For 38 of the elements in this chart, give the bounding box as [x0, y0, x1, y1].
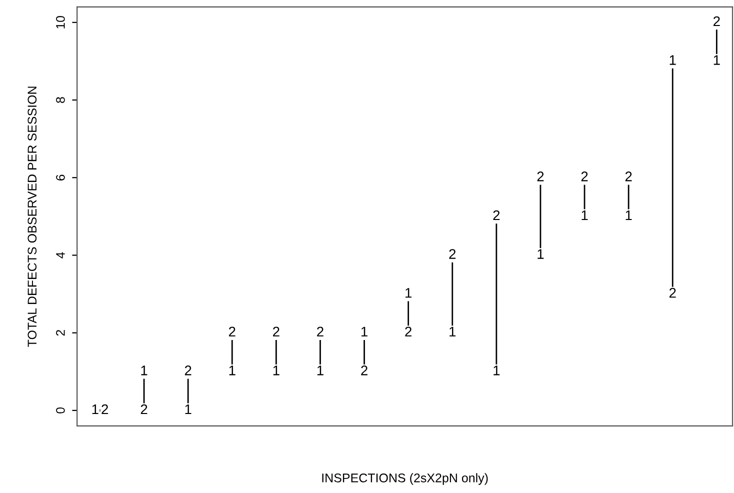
text: 1	[229, 366, 236, 376]
y-tick-label: 0	[56, 407, 65, 414]
series-label: 2	[273, 326, 280, 336]
text: 2	[714, 16, 720, 26]
y-tick-label: 8	[56, 97, 65, 103]
y-tick-label: 6	[56, 174, 65, 180]
text: 2	[184, 366, 192, 376]
text: 1	[317, 366, 324, 376]
text: 2	[625, 172, 632, 182]
series-label: 1	[626, 210, 632, 220]
text: 2	[537, 172, 544, 182]
y-tick-label: 4	[56, 252, 65, 258]
text: 1	[670, 55, 676, 65]
text: 2	[140, 404, 148, 414]
text: 2	[361, 366, 368, 376]
y-axis-title: TOTAL DEFECTS OBSERVED PER SESSION	[28, 86, 37, 347]
text: 1	[582, 210, 588, 220]
text: 2	[493, 210, 500, 220]
text: 2	[228, 326, 236, 336]
text: 2	[449, 249, 456, 259]
x-axis-title: INSPECTIONS (2sX2pN only)	[322, 473, 488, 485]
y-tick-label: 10	[56, 16, 65, 28]
text: 1	[714, 55, 720, 65]
text: 1	[494, 366, 500, 376]
text: 2	[405, 326, 412, 336]
text: 2	[102, 404, 108, 414]
text: 1	[406, 288, 412, 298]
text: 1	[361, 326, 368, 336]
text: 1	[92, 404, 98, 414]
text: 1	[450, 326, 456, 336]
text: 1	[538, 249, 544, 259]
text: 1	[141, 366, 148, 376]
y-tick-label: 2	[56, 330, 65, 336]
text: 1	[185, 404, 192, 414]
text: 2	[669, 288, 676, 298]
text: 2	[581, 172, 588, 182]
text: 1	[273, 366, 280, 376]
text: 2	[317, 326, 324, 336]
